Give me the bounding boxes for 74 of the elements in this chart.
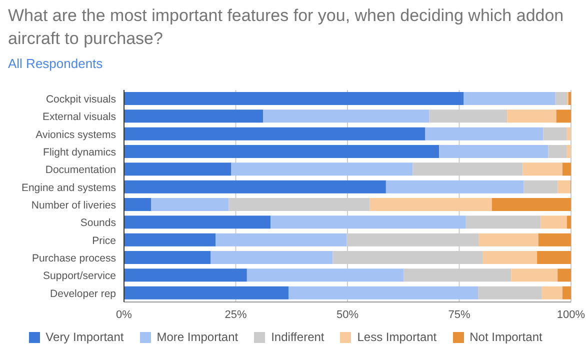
bar xyxy=(566,145,571,158)
legend-label: Less Important xyxy=(357,330,437,344)
bar xyxy=(538,233,571,246)
bar xyxy=(558,268,571,282)
bar xyxy=(466,216,541,229)
y-tick-label: Sounds xyxy=(80,217,116,230)
x-tick-label: 100% xyxy=(556,308,586,321)
bar xyxy=(558,180,571,194)
bar xyxy=(464,92,556,105)
bar xyxy=(524,180,558,194)
legend-label: Indifferent xyxy=(271,330,324,344)
y-tick-label: Flight dynamics xyxy=(43,146,116,159)
bar xyxy=(370,198,492,211)
bar xyxy=(556,110,571,123)
bar xyxy=(231,162,413,176)
y-tick-label: Purchase process xyxy=(32,252,116,265)
legend-label: Not Important xyxy=(470,330,542,344)
y-tick-label: Developer rep xyxy=(50,288,116,300)
y-tick-label: Price xyxy=(92,234,116,247)
y-tick-label: Number of liveries xyxy=(31,200,116,212)
x-tick-label: 50% xyxy=(336,308,359,321)
bar xyxy=(548,145,567,158)
bar xyxy=(542,286,563,300)
y-tick-label: Avionics systems xyxy=(36,128,116,141)
bar xyxy=(246,268,404,282)
bar xyxy=(151,198,229,211)
bar xyxy=(522,162,563,176)
bar xyxy=(492,198,571,211)
chart-subtitle: All Respondents xyxy=(8,56,103,71)
bar xyxy=(562,162,571,176)
bar xyxy=(543,127,567,140)
bar xyxy=(124,110,264,123)
bar xyxy=(478,233,538,246)
bar xyxy=(478,286,542,300)
bar xyxy=(124,127,426,140)
bar xyxy=(124,92,464,105)
bar xyxy=(263,110,430,123)
bar xyxy=(511,268,558,282)
chart-title: What are the most important features for you, when deciding which addon aircraft to purchase? xyxy=(8,5,565,50)
y-tick-label: Cockpit visuals xyxy=(46,94,116,106)
x-tick-label: 25% xyxy=(224,308,247,321)
bar xyxy=(562,286,571,300)
bar xyxy=(568,92,571,105)
legend-label: Very Important xyxy=(46,330,124,344)
bar xyxy=(124,198,152,211)
bar xyxy=(482,251,538,264)
bar xyxy=(439,145,548,158)
bar xyxy=(124,145,440,158)
bar xyxy=(566,216,571,229)
bar xyxy=(507,110,556,123)
bar xyxy=(386,180,524,194)
bar xyxy=(124,180,386,194)
bar xyxy=(270,216,466,229)
bar xyxy=(124,268,247,282)
bar xyxy=(210,251,333,264)
y-tick-label: External visuals xyxy=(42,111,116,124)
bar xyxy=(288,286,478,300)
y-tick-label: Support/service xyxy=(43,270,116,282)
bar xyxy=(566,127,571,140)
legend-label: More Important xyxy=(156,330,238,344)
x-tick-label: 75% xyxy=(448,308,470,321)
bar xyxy=(555,92,567,105)
bar xyxy=(124,233,216,246)
bar xyxy=(124,216,271,229)
bar xyxy=(124,251,211,264)
bar xyxy=(124,162,232,176)
y-tick-label: Documentation xyxy=(45,164,116,176)
bar xyxy=(124,286,288,300)
y-tick-label: Engine and systems xyxy=(21,182,116,194)
bar xyxy=(540,216,567,229)
bar xyxy=(216,233,347,246)
bar xyxy=(537,251,571,264)
bar xyxy=(425,127,544,140)
x-tick-label: 0% xyxy=(116,308,132,321)
